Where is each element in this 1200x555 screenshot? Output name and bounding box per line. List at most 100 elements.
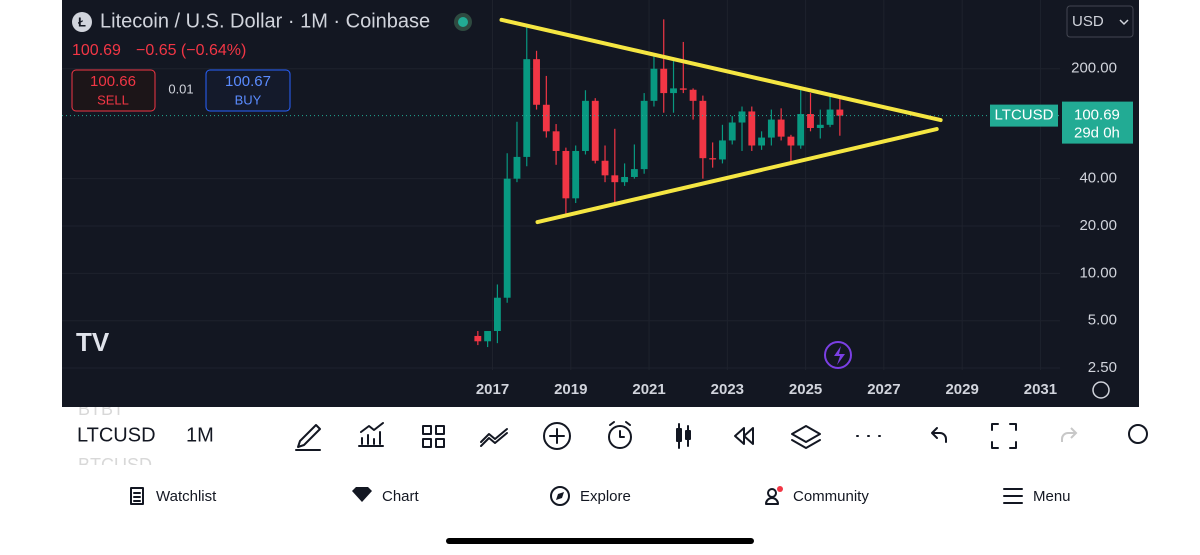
price-change: −0.65 (−0.64%) bbox=[136, 42, 246, 59]
candle-body bbox=[621, 176, 629, 183]
coin-glyph: Ł bbox=[78, 14, 86, 29]
symbol-tag-label: LTCUSD bbox=[995, 107, 1054, 124]
currency-box bbox=[1066, 5, 1134, 38]
settings-icon[interactable] bbox=[1092, 381, 1110, 399]
candle-body bbox=[542, 104, 550, 132]
candle-body bbox=[630, 169, 638, 177]
undo-icon[interactable] bbox=[931, 427, 947, 443]
candle-body bbox=[493, 297, 501, 332]
currency: USD bbox=[1072, 13, 1104, 30]
community-icon bbox=[765, 488, 779, 505]
candle-body bbox=[719, 140, 726, 160]
replay-icon[interactable] bbox=[734, 427, 754, 445]
candle-body bbox=[679, 88, 687, 90]
candle-body bbox=[582, 100, 589, 151]
y-tick-label: 200.00 bbox=[1071, 60, 1117, 77]
sell-button[interactable]: 100.66 SELL bbox=[71, 69, 156, 112]
watchlist-icon bbox=[130, 487, 144, 505]
draw-icon[interactable] bbox=[295, 424, 321, 451]
candle-body bbox=[777, 119, 785, 137]
currency-select[interactable]: USD bbox=[1066, 5, 1134, 38]
candle-body bbox=[787, 136, 795, 146]
candle-body bbox=[562, 150, 570, 199]
buy-label: BUY bbox=[235, 92, 262, 107]
fullscreen-icon[interactable] bbox=[991, 423, 1017, 449]
x-tick-label: 2031 bbox=[1024, 381, 1057, 398]
ghost-symbol: BTBT bbox=[78, 399, 124, 419]
sell-label: SELL bbox=[97, 92, 129, 107]
sell-box bbox=[71, 69, 156, 112]
candle-body bbox=[660, 68, 668, 94]
buy-button[interactable]: 100.67 BUY bbox=[205, 69, 291, 112]
spread: 0.01 bbox=[168, 81, 193, 96]
search-icon[interactable] bbox=[1128, 424, 1148, 444]
indicator-icon[interactable] bbox=[358, 422, 384, 447]
candle-body bbox=[591, 100, 599, 161]
last-price: 100.69 bbox=[72, 42, 121, 59]
candle-body bbox=[836, 109, 844, 116]
candle-body bbox=[474, 335, 482, 342]
symbol-tag bbox=[990, 104, 1058, 127]
menu-icon bbox=[1003, 488, 1023, 504]
candle-body bbox=[728, 122, 736, 141]
candle-body bbox=[552, 131, 560, 151]
alert-icon[interactable] bbox=[608, 425, 632, 449]
plot-area bbox=[62, 0, 1060, 370]
explore-icon bbox=[550, 486, 570, 506]
candle-body bbox=[709, 158, 717, 160]
home-indicator bbox=[446, 538, 754, 544]
trendline bbox=[535, 127, 939, 225]
candle-body bbox=[601, 160, 609, 176]
candle-body bbox=[807, 114, 814, 128]
toolbar-interval[interactable]: 1M bbox=[186, 424, 214, 446]
tab-label[interactable]: Chart bbox=[382, 488, 420, 505]
candle-body bbox=[640, 100, 648, 170]
candle-body bbox=[533, 59, 540, 105]
candle-body bbox=[748, 111, 756, 146]
ghost-symbol: BTCUSD bbox=[78, 455, 152, 475]
candle-body bbox=[816, 124, 824, 128]
tab-label[interactable]: Watchlist bbox=[156, 488, 217, 505]
x-tick-label: 2029 bbox=[945, 381, 978, 398]
y-tick-label: 20.00 bbox=[1079, 217, 1117, 234]
add-icon[interactable] bbox=[543, 422, 571, 450]
tab-label[interactable]: Menu bbox=[1033, 488, 1071, 505]
candle-body bbox=[513, 156, 521, 179]
layout-icon[interactable] bbox=[422, 425, 445, 448]
candle-body bbox=[523, 59, 531, 157]
buy-box bbox=[205, 69, 291, 112]
candle-body bbox=[826, 109, 834, 125]
toolbar bbox=[62, 407, 1139, 465]
tab-label[interactable]: Explore bbox=[580, 488, 631, 505]
compare-icon[interactable] bbox=[480, 428, 508, 447]
chart-icon bbox=[352, 487, 372, 502]
redo-icon[interactable] bbox=[1061, 427, 1078, 442]
candle-body bbox=[611, 175, 619, 183]
candle-body bbox=[699, 100, 707, 159]
price-tag bbox=[1062, 101, 1133, 144]
x-tick-label: 2025 bbox=[789, 381, 822, 398]
plus bbox=[549, 428, 565, 444]
sell-price: 100.66 bbox=[90, 73, 136, 90]
candle-body bbox=[503, 178, 511, 298]
symbol-title: Litecoin / U.S. Dollar · 1M · Coinbase bbox=[100, 10, 430, 32]
toolbar-symbol[interactable]: LTCUSD bbox=[77, 424, 156, 446]
layers-icon[interactable] bbox=[791, 425, 821, 449]
coin-icon bbox=[72, 12, 92, 32]
price-tag-countdown: 29d 0h bbox=[1074, 125, 1120, 142]
buy-price: 100.67 bbox=[225, 73, 271, 90]
badge bbox=[777, 486, 783, 492]
x-tick-label: 2021 bbox=[632, 381, 665, 398]
chart-panel bbox=[62, 0, 1139, 407]
assistant-icon[interactable] bbox=[824, 341, 852, 369]
y-tick-label: 40.00 bbox=[1079, 170, 1117, 187]
status-dot bbox=[458, 17, 468, 27]
price-tag-value: 100.69 bbox=[1074, 107, 1120, 124]
tab-label[interactable]: Community bbox=[793, 488, 869, 505]
y-tick-label: 10.00 bbox=[1079, 264, 1117, 281]
candle-icon[interactable] bbox=[676, 423, 691, 449]
candle-body bbox=[650, 68, 658, 101]
compass bbox=[556, 492, 564, 500]
